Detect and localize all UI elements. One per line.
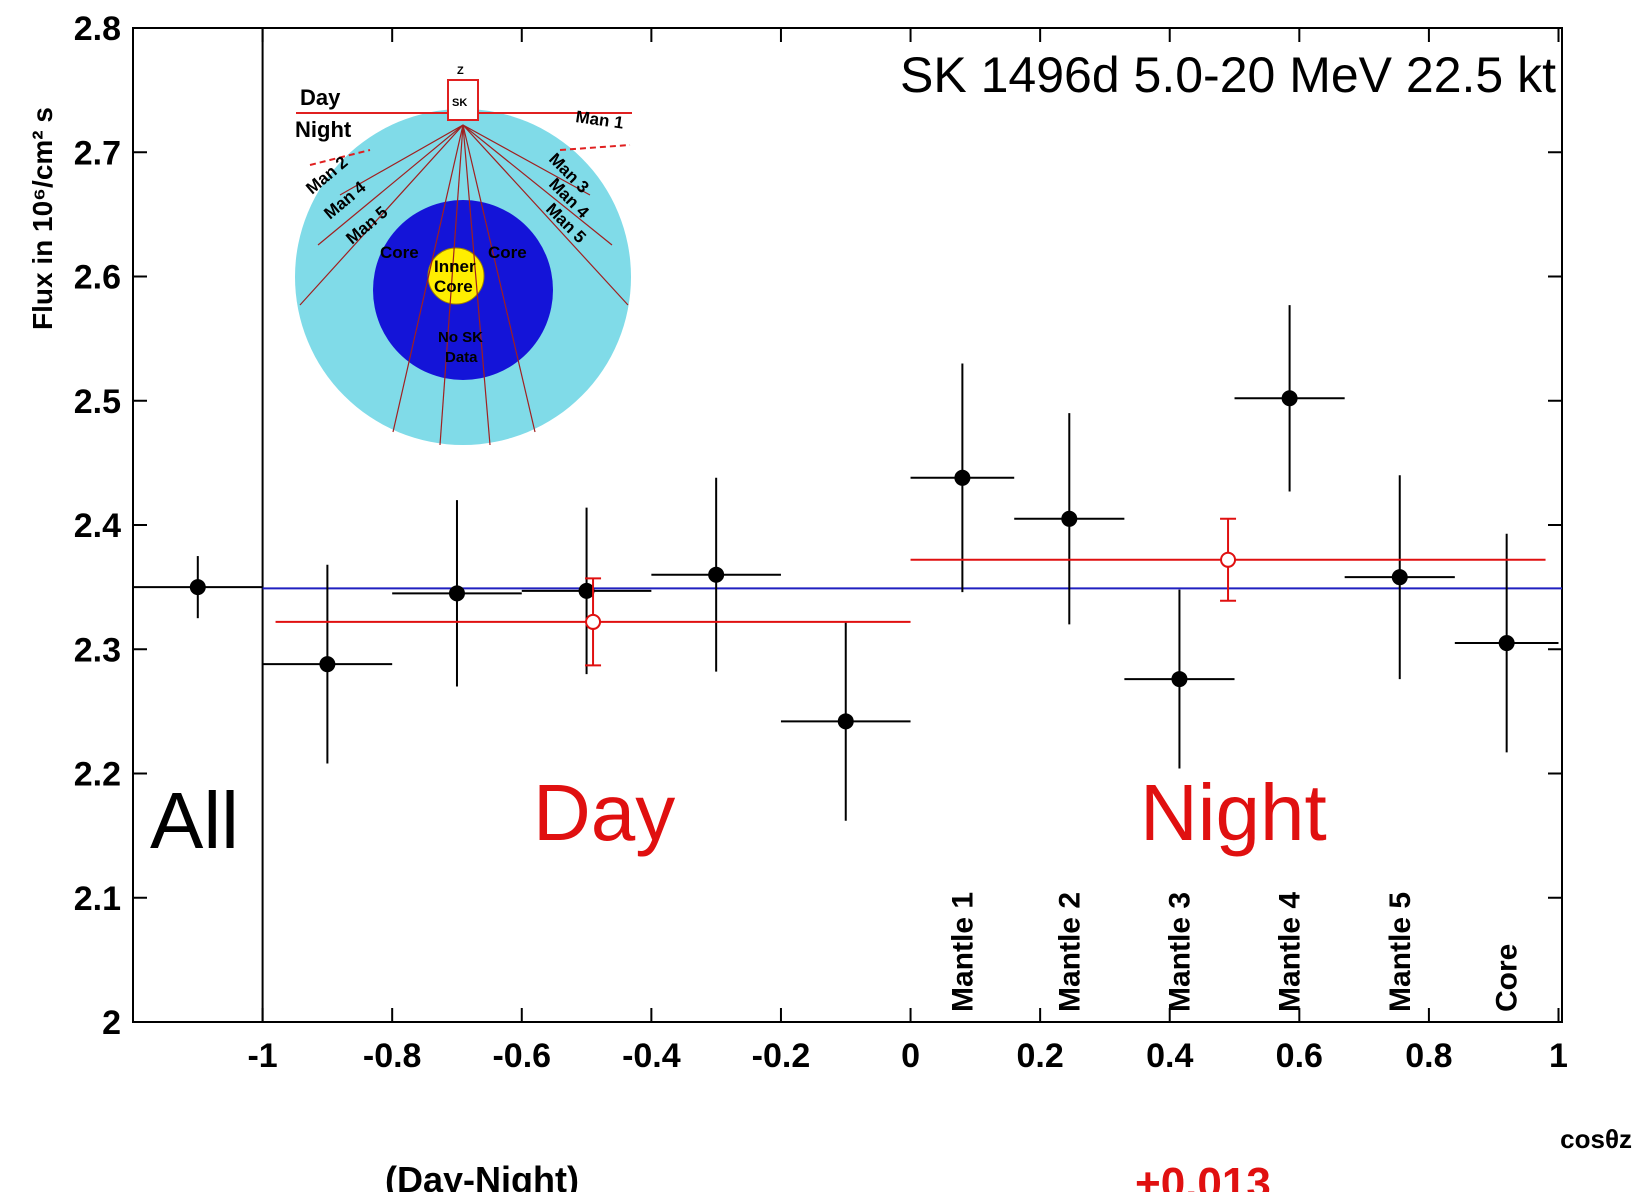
y-tick-label: 2.1 xyxy=(74,880,121,918)
data-point xyxy=(578,582,595,599)
inset-label: Z xyxy=(457,65,464,77)
inset-diagram: Day Night Man 1 Man 2 Man 3 Man 4 Man 4 … xyxy=(295,65,632,446)
x-tick-label: -0.4 xyxy=(622,1037,681,1075)
bin-label: Core xyxy=(1491,944,1524,1012)
bin-label: Mantle 5 xyxy=(1384,892,1417,1012)
x-tick-label: 0.8 xyxy=(1405,1037,1452,1075)
mantle-boundary xyxy=(559,144,631,151)
inset-label: Man 1 xyxy=(574,107,624,133)
inset-label: No SK xyxy=(438,329,483,346)
inset-label: Night xyxy=(295,117,352,142)
x-tick-label: 1 xyxy=(1549,1037,1568,1075)
bin-label: Mantle 1 xyxy=(946,892,979,1012)
inset-label: Day xyxy=(300,85,341,110)
y-axis-label: Flux in 10⁶/cm² s xyxy=(27,107,58,330)
data-point xyxy=(189,579,206,596)
data-point xyxy=(319,656,336,673)
inset-label: Core xyxy=(488,243,527,262)
y-tick-label: 2.7 xyxy=(74,134,121,172)
data-point xyxy=(1281,390,1298,407)
x-tick-label: 0.6 xyxy=(1276,1037,1323,1075)
x-tick-label: -1 xyxy=(247,1037,277,1075)
x-tick-label: 0.4 xyxy=(1146,1037,1193,1075)
y-tick-label: 2.3 xyxy=(74,631,121,669)
inset-label: Core xyxy=(434,277,473,296)
data-point xyxy=(448,585,465,602)
annotation: +0.013 xyxy=(1135,1159,1271,1192)
inset-label: Core xyxy=(380,243,419,262)
data-point xyxy=(1061,510,1078,527)
data-point xyxy=(1220,551,1237,568)
data-point xyxy=(708,566,725,583)
x-tick-label: 0.2 xyxy=(1017,1037,1064,1075)
x-tick-label: -0.8 xyxy=(363,1037,422,1075)
bin-label: Mantle 2 xyxy=(1053,892,1086,1012)
inset-label: Data xyxy=(445,349,478,366)
y-tick-label: 2 xyxy=(102,1004,121,1042)
sk-detector xyxy=(447,79,479,121)
x-tick-label: 0 xyxy=(901,1037,920,1075)
bin-label: Mantle 3 xyxy=(1163,892,1196,1012)
data-point xyxy=(954,469,971,486)
annotation: (Day-Night) xyxy=(385,1159,579,1192)
y-tick-label: 2.6 xyxy=(74,259,121,297)
inset-rays xyxy=(299,124,629,446)
data-point xyxy=(1391,569,1408,586)
y-tick-label: 2.4 xyxy=(74,507,121,545)
mantle-boundary xyxy=(309,149,371,166)
y-tick-label: 2.2 xyxy=(74,756,121,794)
data-point xyxy=(1498,635,1515,652)
data-point xyxy=(837,713,854,730)
data-point xyxy=(1171,671,1188,688)
region-label: All xyxy=(150,776,239,865)
y-tick-label: 2.5 xyxy=(74,383,121,421)
region-label: Day xyxy=(533,768,675,857)
region-label: Night xyxy=(1140,768,1327,857)
chart-title: SK 1496d 5.0-20 MeV 22.5 kt xyxy=(900,47,1556,103)
x-tick-label: -0.6 xyxy=(492,1037,551,1075)
inset-label: SK xyxy=(452,97,467,109)
bin-label: Mantle 4 xyxy=(1274,892,1307,1012)
inset-label: Inner xyxy=(434,257,476,276)
x-axis-label: cosθz xyxy=(1560,1124,1632,1154)
data-point xyxy=(585,613,602,630)
y-tick-label: 2.8 xyxy=(74,10,121,48)
x-tick-label: -0.2 xyxy=(752,1037,811,1075)
